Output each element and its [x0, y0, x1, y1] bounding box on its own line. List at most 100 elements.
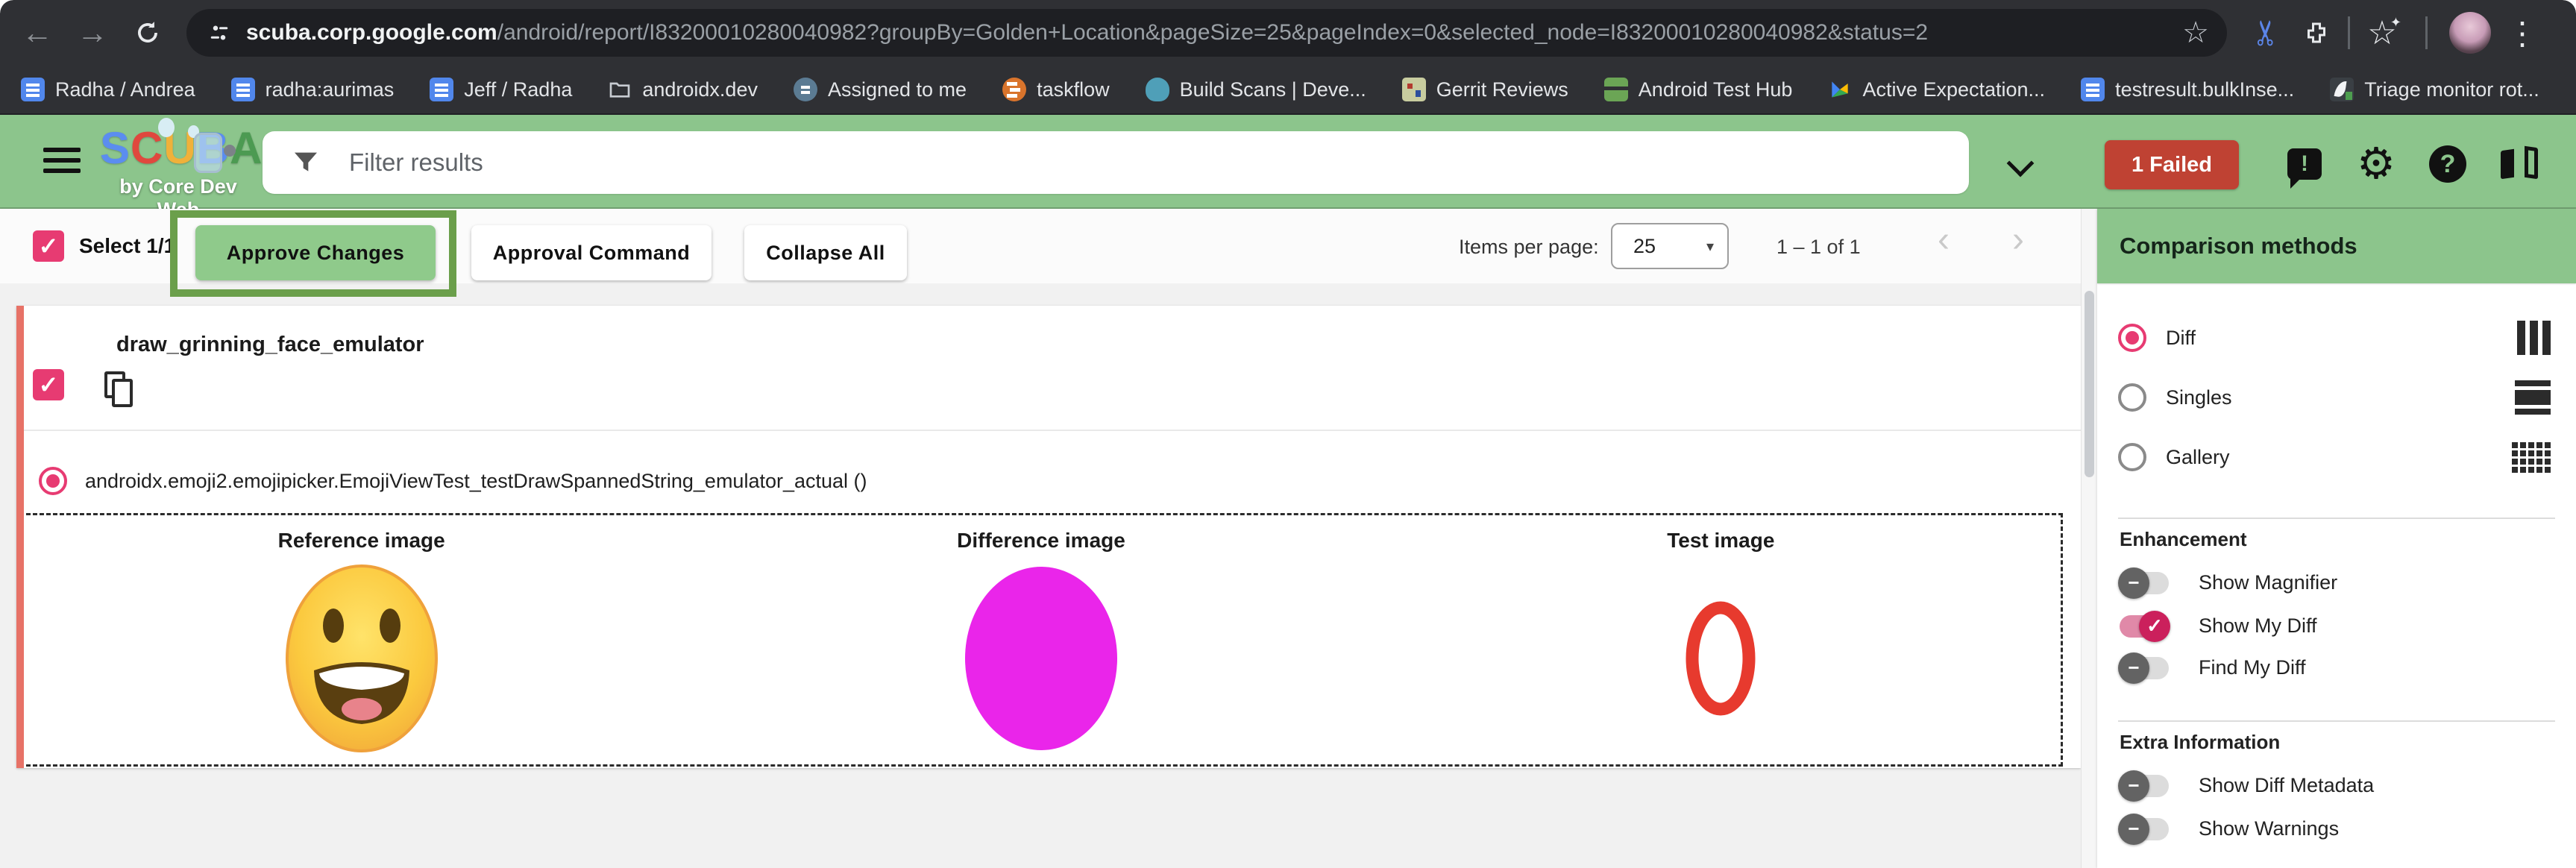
bookmark-item[interactable]: Jeff / Radha	[430, 78, 572, 101]
browser-menu-icon[interactable]: ⋮	[2507, 15, 2538, 51]
bookmark-label: testresult.bulkInse...	[2115, 78, 2295, 101]
pagination-range-label: 1 – 1 of 1	[1777, 236, 1861, 258]
failed-status-button[interactable]: 1 Failed	[2105, 140, 2239, 189]
bookmarks-overflow-icon[interactable]: »	[2575, 74, 2576, 105]
diff-radio-selected[interactable]	[2118, 324, 2146, 352]
url-bar[interactable]: scuba.corp.google.com/android/report/I83…	[186, 9, 2227, 57]
divider	[2118, 518, 2555, 519]
reload-icon[interactable]	[128, 13, 167, 52]
select-all-checkbox[interactable]: ✓	[33, 230, 64, 262]
feedback-icon[interactable]: !	[2281, 140, 2328, 189]
flip-view-icon[interactable]	[2495, 140, 2543, 188]
site-settings-icon[interactable]	[203, 16, 236, 49]
extensions-icon[interactable]	[2294, 10, 2339, 55]
bookmark-item[interactable]: androidx.dev	[608, 78, 758, 101]
bookmark-item[interactable]: Android Test Hub	[1603, 78, 1792, 101]
bookmark-label: Triage monitor rot...	[2364, 78, 2539, 101]
approval-command-button[interactable]: Approval Command	[471, 225, 711, 280]
bubble-icon	[158, 118, 175, 137]
toggle-off[interactable]: −	[2118, 567, 2169, 599]
extra-information-section-title: Extra Information	[2120, 731, 2281, 753]
rows-view-icon	[2515, 380, 2551, 415]
filter-bar[interactable]	[263, 131, 1969, 194]
toggle-show-my-diff[interactable]: ✓ Show My Diff	[2120, 610, 2317, 642]
doc-icon	[430, 78, 454, 101]
difference-image[interactable]	[701, 553, 1380, 764]
toggle-off[interactable]: −	[2118, 652, 2169, 684]
toggle-label: Show Warnings	[2199, 817, 2340, 840]
bookmark-item[interactable]: radha:aurimas	[230, 78, 394, 101]
url-host: scuba.corp.google.com	[246, 20, 497, 45]
toggle-off[interactable]: −	[2118, 770, 2169, 802]
grid-view-icon	[2512, 441, 2551, 473]
toggle-on[interactable]: ✓	[2120, 610, 2170, 642]
bookmark-label: Assigned to me	[827, 78, 967, 101]
test-case-row[interactable]: androidx.emoji2.emojipicker.EmojiViewTes…	[39, 467, 867, 495]
columns-view-icon	[2517, 321, 2551, 355]
app-header: SCUBA by Core Dev Web 1 Failed ! ⚙ ?	[0, 115, 2576, 227]
gallery-radio[interactable]	[2118, 443, 2146, 471]
test-image-label: Test image	[1667, 529, 1775, 552]
toolbar-separator	[2425, 16, 2428, 49]
toggle-show-warnings[interactable]: − Show Warnings	[2118, 813, 2340, 845]
divider	[2118, 720, 2555, 722]
doc-icon	[21, 78, 45, 101]
url-text: scuba.corp.google.com/android/report/I83…	[246, 20, 2175, 45]
collapse-all-button[interactable]: Collapse All	[744, 225, 907, 280]
results-content: draw_grinning_face_emulator ✓ androidx.e…	[0, 283, 2081, 868]
approve-changes-button[interactable]: Approve Changes	[195, 225, 436, 280]
help-icon[interactable]: ?	[2424, 140, 2472, 188]
method-option-singles[interactable]: Singles	[2097, 371, 2576, 424]
method-option-gallery[interactable]: Gallery	[2097, 431, 2576, 483]
spark-icon	[1828, 78, 1852, 101]
scrollbar-track[interactable]	[2081, 209, 2097, 868]
bookmark-item[interactable]: Gerrit Reviews	[1401, 78, 1568, 101]
golden-title: draw_grinning_face_emulator	[116, 333, 424, 356]
reference-image[interactable]	[22, 553, 701, 764]
bookmark-item[interactable]: taskflow	[1002, 78, 1110, 101]
filter-icon	[295, 152, 317, 172]
diff-magenta-blob	[964, 567, 1117, 750]
test-image[interactable]	[1381, 553, 2061, 764]
back-icon[interactable]: ←	[22, 15, 53, 50]
method-label: Gallery	[2166, 445, 2230, 468]
test-result-card: draw_grinning_face_emulator ✓ androidx.e…	[16, 306, 2081, 768]
singles-radio[interactable]	[2118, 383, 2146, 412]
scissors-extension-icon[interactable]: ✂	[2246, 18, 2285, 48]
bookmark-star-icon[interactable]: ☆	[2182, 16, 2209, 49]
previous-page-icon[interactable]: ‹	[1938, 220, 1950, 260]
method-option-diff[interactable]: Diff	[2097, 312, 2576, 364]
filter-input[interactable]	[349, 148, 1969, 177]
page-size-select[interactable]: 25 ▾	[1611, 223, 1729, 269]
toggle-show-diff-metadata[interactable]: − Show Diff Metadata	[2118, 770, 2374, 802]
chevron-down-icon[interactable]	[2006, 149, 2035, 177]
bookmark-item[interactable]: Active Expectation...	[1828, 78, 2045, 101]
scrollbar-thumb[interactable]	[2085, 291, 2094, 477]
settings-gear-icon[interactable]: ⚙	[2357, 139, 2396, 188]
results-toolbar: ✓ Select 1/1 Approve Changes Approval Co…	[0, 209, 2081, 297]
bookmark-item[interactable]: Build Scans | Deve...	[1145, 78, 1366, 101]
menu-icon[interactable]	[43, 148, 81, 176]
bookmark-item[interactable]: Assigned to me	[793, 78, 967, 101]
toggle-off[interactable]: −	[2118, 813, 2169, 845]
copy-icon[interactable]	[104, 371, 137, 409]
bookmark-item[interactable]: Triage monitor rot...	[2330, 78, 2539, 101]
forward-icon[interactable]: →	[77, 15, 108, 50]
toggle-label: Show Magnifier	[2199, 571, 2338, 594]
bookmark-label: Gerrit Reviews	[1436, 78, 1568, 101]
profile-avatar[interactable]	[2449, 12, 2491, 54]
items-per-page-label: Items per page:	[1459, 236, 1599, 258]
bookmarks-sparkle-icon[interactable]: ☆ ✦	[2367, 14, 2401, 51]
image-comparison-panel: Reference image	[19, 513, 2063, 767]
next-page-icon[interactable]: ›	[2012, 220, 2024, 260]
toggle-show-magnifier[interactable]: − Show Magnifier	[2118, 567, 2338, 599]
test-radio-selected[interactable]	[39, 467, 67, 495]
row-checkbox[interactable]: ✓	[33, 369, 64, 400]
reference-column: Reference image	[22, 515, 701, 764]
bookmark-item[interactable]: Radha / Andrea	[21, 78, 195, 101]
goggle-strap-icon	[224, 145, 236, 157]
bookmark-item[interactable]: testresult.bulkInse...	[2081, 78, 2294, 101]
comparison-sidebar: Comparison methods Diff Singles Gallery …	[2097, 209, 2576, 868]
doc-icon	[2081, 78, 2105, 101]
toggle-find-my-diff[interactable]: − Find My Diff	[2118, 652, 2306, 684]
